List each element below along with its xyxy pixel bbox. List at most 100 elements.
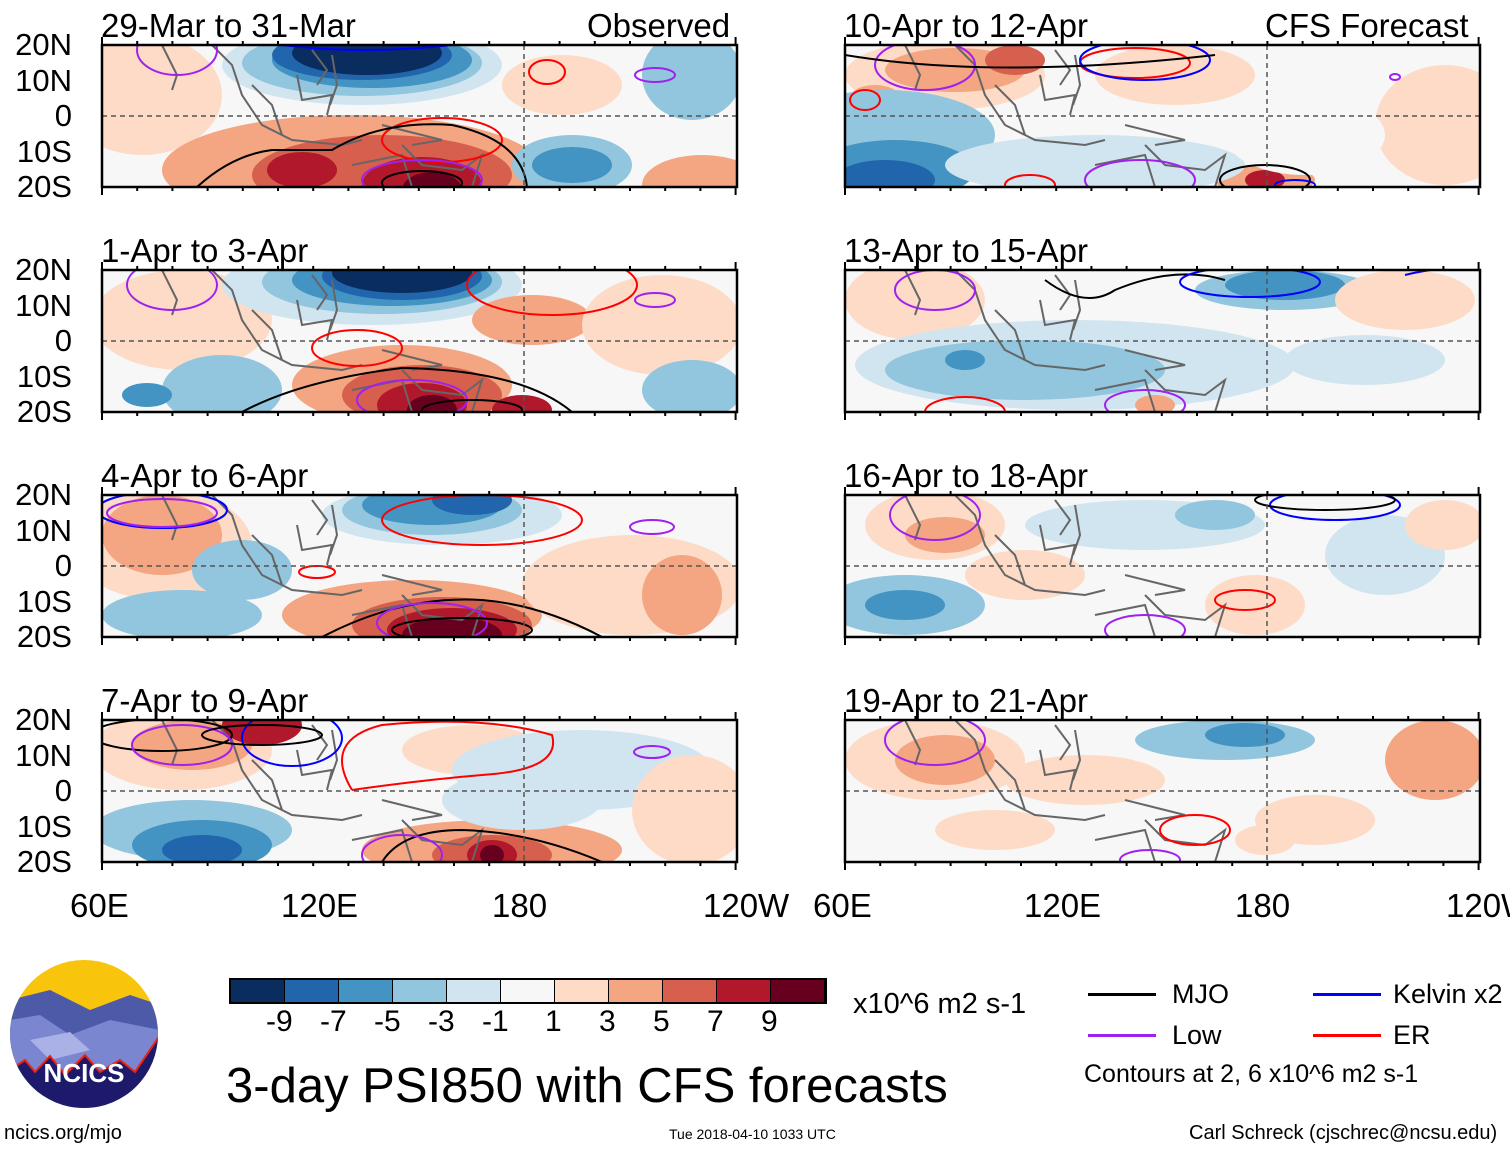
low-contour [884, 720, 986, 766]
lat-label: 10S [16, 808, 72, 844]
kelvin-contour [281, 45, 453, 51]
coastline [904, 495, 1227, 637]
panel-title: 10-Apr to 12-Apr [844, 7, 1088, 44]
mjo-contour [1254, 495, 1396, 511]
anomaly-region [642, 45, 737, 120]
mjo-contour [1044, 273, 1226, 299]
lon-label: 120E [1024, 887, 1102, 924]
lat-label: 0 [54, 548, 72, 583]
colorbar-tick-label: -7 [320, 1005, 347, 1038]
low-contour [889, 495, 981, 541]
low-contour [894, 270, 976, 311]
lon-label: 180 [492, 887, 548, 924]
anomaly-region [332, 270, 472, 293]
lat-label: 10S [16, 358, 72, 394]
footer-url[interactable]: ncics.org/mjo [4, 1122, 122, 1144]
anomaly-region [642, 360, 737, 412]
lon-label: 180 [1235, 887, 1291, 924]
kelvin-contour [1179, 270, 1321, 298]
er-contour [381, 495, 583, 546]
panel-title: 4-Apr to 6-Apr [101, 457, 309, 494]
anomaly-region [965, 550, 1085, 600]
mjo-contour [1219, 164, 1311, 187]
lat-label: 20N [15, 477, 72, 512]
anomaly-region [845, 160, 935, 187]
colorbar-tick-label: 5 [653, 1005, 670, 1038]
lat-label: 0 [54, 98, 72, 133]
er-legend-line [1313, 1034, 1381, 1037]
panel-title: 16-Apr to 18-Apr [844, 457, 1088, 494]
anomaly-region [1235, 825, 1295, 855]
er-contour [341, 720, 555, 791]
anomaly-region [1005, 755, 1165, 805]
low-contour [874, 45, 976, 91]
lat-label: 0 [54, 323, 72, 358]
mjo-legend-line [1088, 993, 1156, 996]
er-contour [311, 329, 403, 367]
anomaly-region [895, 735, 995, 785]
colorbar-tick-label: -1 [482, 1005, 509, 1038]
anomaly-region [532, 147, 612, 183]
anomaly-region [885, 340, 1165, 400]
anomaly-region [1335, 270, 1475, 330]
coastline [904, 45, 1227, 187]
lon-label: 60E [813, 887, 872, 924]
er-contour [298, 565, 336, 579]
kelvin-contour [1269, 495, 1401, 521]
mjo-contour [845, 54, 1216, 69]
anomaly-region [905, 517, 985, 553]
anomaly-region [1205, 575, 1305, 635]
anomaly-region [865, 590, 945, 620]
anomaly-region [935, 810, 1055, 850]
anomaly-region [267, 152, 337, 187]
lat-label: 10N [15, 62, 72, 98]
kelvin-contour [1274, 179, 1316, 187]
low-contour [633, 745, 671, 759]
anomaly-region [102, 45, 222, 155]
low-legend-line [1088, 1034, 1156, 1037]
er-contour [924, 396, 1006, 412]
anomaly-region [945, 135, 1245, 187]
anomaly-region [292, 45, 442, 75]
contours-note: Contours at 2, 6 x10^6 m2 s-1 [1084, 1060, 1419, 1088]
kelvin-legend-label: Kelvin x2 [1393, 979, 1503, 1009]
lat-label: 20N [15, 27, 72, 62]
colorbar-tick-label: -5 [374, 1005, 401, 1038]
lat-label: 10S [16, 583, 72, 619]
lon-label: 120W [703, 887, 790, 924]
anomaly-region [480, 845, 504, 862]
colorbar-tick-label: 7 [707, 1005, 724, 1038]
ncics-logo: NCICS [10, 960, 158, 1108]
panel-title: 29-Mar to 31-Mar [101, 7, 356, 44]
mjo-contour [241, 366, 573, 412]
low-contour [361, 834, 443, 862]
anomaly-region [1095, 45, 1255, 105]
logo-text: NCICS [44, 1058, 125, 1088]
er-contour [528, 59, 566, 85]
anomaly-region [502, 55, 622, 115]
anomaly-region [1225, 270, 1345, 300]
low-contour [136, 45, 218, 76]
colorbar-swatch [393, 980, 447, 1002]
colorbar-swatch [339, 980, 393, 1002]
panel-title: 13-Apr to 15-Apr [844, 232, 1088, 269]
map-panel [843, 712, 1482, 870]
anomaly-region [1135, 395, 1175, 412]
map-panel [100, 37, 739, 195]
colorbar-swatch [609, 980, 663, 1002]
footer-timestamp: Tue 2018-04-10 1033 UTC [669, 1126, 836, 1142]
kelvin-contour [1404, 270, 1480, 276]
anomaly-region [1205, 723, 1285, 747]
anomaly-region [1245, 170, 1285, 187]
colorbar [229, 978, 827, 1004]
anomaly-region [102, 590, 262, 637]
colorbar-swatch [771, 980, 825, 1002]
anomaly-region [492, 395, 552, 412]
kelvin-contour [1079, 45, 1211, 81]
low-contour [1084, 159, 1196, 187]
anomaly-region [1225, 95, 1385, 175]
anomaly-region [1285, 335, 1445, 385]
low-contour [126, 270, 218, 311]
low-contour [1104, 389, 1186, 412]
